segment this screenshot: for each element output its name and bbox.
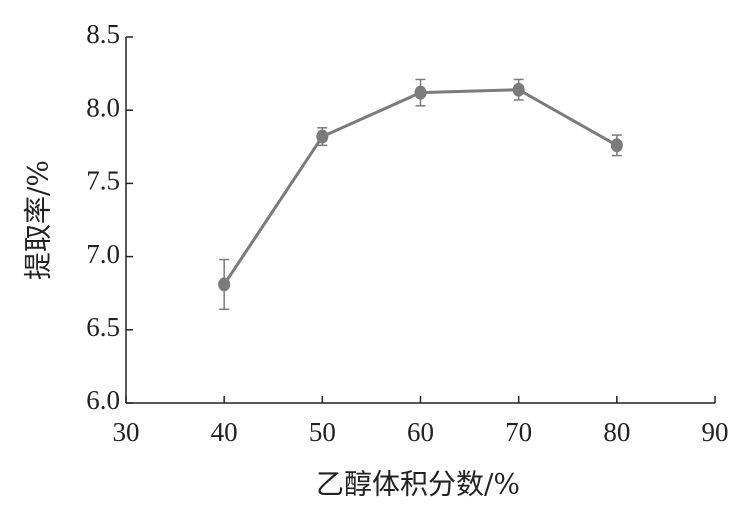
point xyxy=(610,138,623,153)
y-tick-label: 7.5 xyxy=(86,166,120,196)
x-tick-label: 40 xyxy=(211,417,238,447)
point xyxy=(414,85,427,100)
x-tick-label: 60 xyxy=(407,417,434,447)
x-tick-label: 80 xyxy=(603,417,630,447)
x-tick-label: 70 xyxy=(505,417,532,447)
y-tick-label: 8.5 xyxy=(86,19,120,49)
x-tick-label: 30 xyxy=(113,417,140,447)
y-tick-label: 7.0 xyxy=(86,239,120,269)
point xyxy=(316,129,329,144)
x-tick-label: 90 xyxy=(702,417,729,447)
x-axis-label: 乙醇体积分数/% xyxy=(316,468,520,501)
point xyxy=(512,82,525,97)
point xyxy=(218,277,231,292)
line xyxy=(222,88,618,286)
y-axis-label: 提取率/% xyxy=(22,160,55,280)
y-tick-label: 6.0 xyxy=(86,385,120,415)
y-tick-label: 6.5 xyxy=(86,312,120,342)
y-tick-label: 8.0 xyxy=(86,92,120,122)
x-tick-label: 50 xyxy=(309,417,336,447)
